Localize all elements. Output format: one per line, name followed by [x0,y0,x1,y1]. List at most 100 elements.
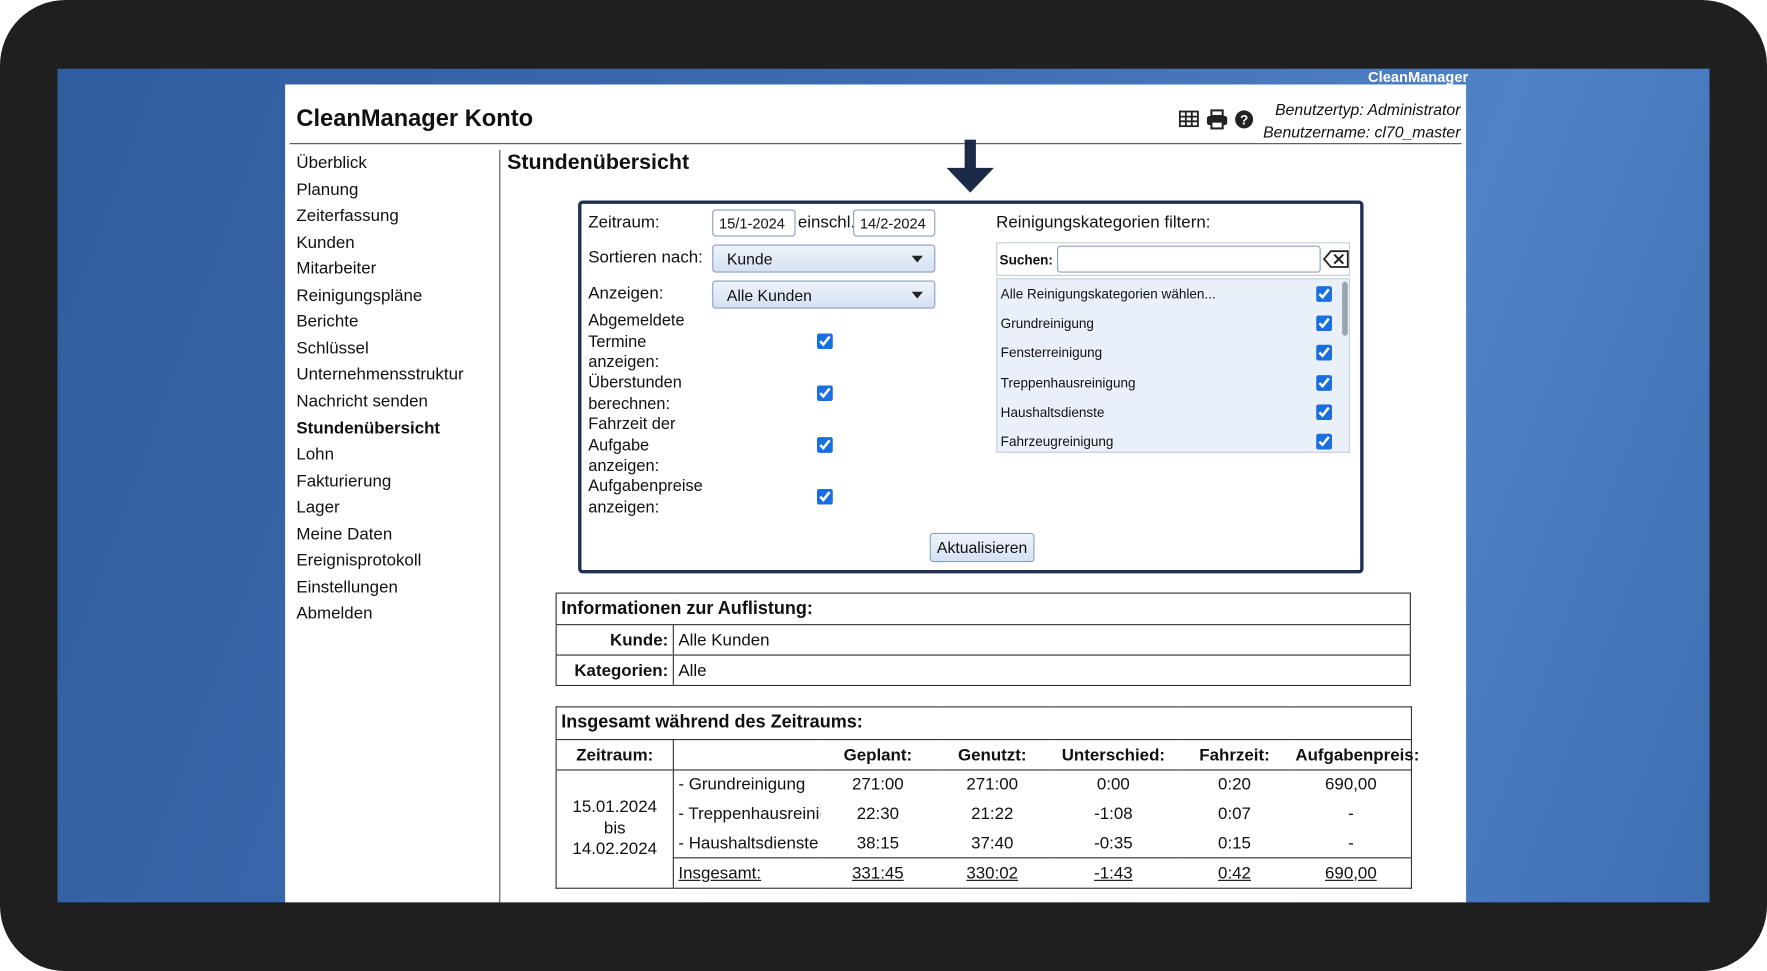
show-label: Anzeigen: [588,283,664,304]
nav-item[interactable]: Fakturierung [296,471,392,491]
row-label: - Treppenhausreinig [678,804,820,824]
row-value: 0:15 [1218,833,1251,853]
period-line: bis [603,818,626,838]
nav-item[interactable]: Lohn [296,445,334,465]
category-label: Treppenhausreinigung [1000,374,1136,391]
row-value: 0:07 [1218,804,1251,824]
total-row: Insgesamt: 331:45 330:02 -1:43 0:42 690,00 [556,857,1412,889]
page-title: Stundenübersicht [507,150,690,175]
category-label: Alle Reinigungskategorien wählen... [1000,286,1216,302]
row-value: - [1348,833,1354,853]
search-input[interactable] [1057,245,1321,273]
summary-table: Insgesamt während des Zeitraums: Zeitrau… [555,706,1419,889]
nav-item[interactable]: Meine Daten [296,524,393,544]
nav-item[interactable]: Nachricht senden [296,391,428,412]
nav-item[interactable]: Reinigungspläne [296,285,423,305]
update-button[interactable]: Aktualisieren [929,532,1035,563]
period-label: Zeitraum: [588,212,660,233]
total-value: 331:45 [819,857,936,889]
category-checkbox[interactable] [1316,433,1332,450]
option-label: Aufgabenpreise anzeigen: [588,477,703,517]
row-label: - Grundreinigung [678,775,806,795]
user-name: Benutzername: cl70_master [1263,122,1461,141]
period-line: 14.02.2024 [572,839,658,859]
total-label: Insgesamt: [673,857,820,889]
search-label: Suchen: [999,252,1053,269]
option-label: Fahrzeit der Aufgabe anzeigen: [588,415,676,476]
option-checkbox[interactable] [817,437,833,453]
info-title: Informationen zur Auflistung: [556,593,1411,626]
nav-item[interactable]: Einstellungen [296,577,398,597]
brand: CleanManager [1368,68,1469,86]
categories-label: Reinigungskategorien filtern: [996,212,1211,233]
row-value: 690,00 [1325,775,1377,795]
help-icon[interactable]: ? [1235,110,1254,129]
period-header: Zeitraum: [556,739,674,770]
category-list [996,278,1351,453]
column-header: Geplant: [843,745,913,765]
data-row: 15.01.2024 bis 14.02.2024- Grundreinigung 2… [556,769,1411,889]
total-value: 690,00 [1290,857,1412,889]
date-from[interactable]: 15/1-2024 [712,209,796,237]
sort-select[interactable]: Kunde [712,244,936,273]
nav-item[interactable]: Schlüssel [296,338,369,359]
row-value: 38:15 [856,833,900,853]
nav-item[interactable]: Unternehmensstruktur [296,365,464,385]
row-value: 22:30 [856,804,900,824]
option-label: Überstunden berechnen: [588,373,682,413]
row-value: 271:00 [966,775,1019,795]
data-row: - Treppenhausreinig 22:30 21:22 -1:08 0:07 - [556,799,1411,828]
nav-item[interactable]: Stundenübersicht [296,418,441,438]
user-type: Benutzertyp: Administrator [1275,100,1461,119]
info-table: Informationen zur Auflistung: Kunde: Alle… [555,592,1411,687]
row-value: 37:40 [971,833,1014,853]
nav-item[interactable]: Abmelden [296,604,373,624]
app-title: CleanManager Konto [296,105,534,132]
nav-item[interactable]: Lager [296,498,340,518]
row-value: - [1348,804,1354,824]
period-cell: 15.01.2024 bis 14.02.2024 [556,769,674,889]
sort-label: Sortieren nach: [588,247,703,267]
column-header: Genutzt: [957,745,1027,765]
scrollbar[interactable] [1342,281,1348,336]
row-value: 21:22 [971,804,1014,824]
category-label: Fensterreinigung [1000,345,1103,361]
category-checkbox[interactable] [1316,404,1332,420]
table-icon[interactable] [1178,110,1199,128]
row-value: -0:35 [1094,833,1133,853]
clear-search[interactable] [1322,249,1350,269]
row-value: 271:00 [851,775,904,795]
print-icon[interactable] [1206,109,1228,130]
show-select[interactable]: Alle Kunden [712,280,936,309]
row-value: 0:20 [1218,775,1251,795]
nav-item[interactable]: Berichte [296,312,359,332]
row-label: - Haushaltsdienste [678,833,819,853]
total-value: 330:02 [935,857,1049,889]
info-key: Kategorien: [556,655,674,686]
category-checkbox[interactable] [1316,286,1332,302]
info-value: Alle Kunden [678,630,770,650]
info-key: Kunde: [556,624,674,656]
option-checkbox[interactable] [817,333,833,350]
option-checkbox[interactable] [817,488,833,505]
category-checkbox[interactable] [1316,374,1332,391]
nav-item[interactable]: Planung [296,179,359,199]
nav-item[interactable]: Zeiterfassung [296,206,399,226]
option-checkbox[interactable] [817,385,833,402]
nav-item[interactable]: Überblick [296,153,367,173]
header-rule [289,143,1462,145]
nav-item[interactable]: Ereignisprotokoll [296,551,422,571]
row-value: -1:08 [1094,804,1133,824]
date-to[interactable]: 14/2-2024 [853,209,936,237]
column-header: Unterschied: [1061,745,1166,765]
nav-item[interactable]: Mitarbeiter [296,259,377,279]
option-label: Abgemeldete Termine anzeigen: [588,312,685,372]
category-checkbox[interactable] [1316,315,1332,332]
nav-item[interactable]: Kunden [296,232,355,252]
category-checkbox[interactable] [1316,345,1332,361]
info-row: Kunde: Alle Kunden [556,624,1411,656]
nav-divider [499,149,501,903]
toolbar-icons: ? [1178,109,1254,130]
